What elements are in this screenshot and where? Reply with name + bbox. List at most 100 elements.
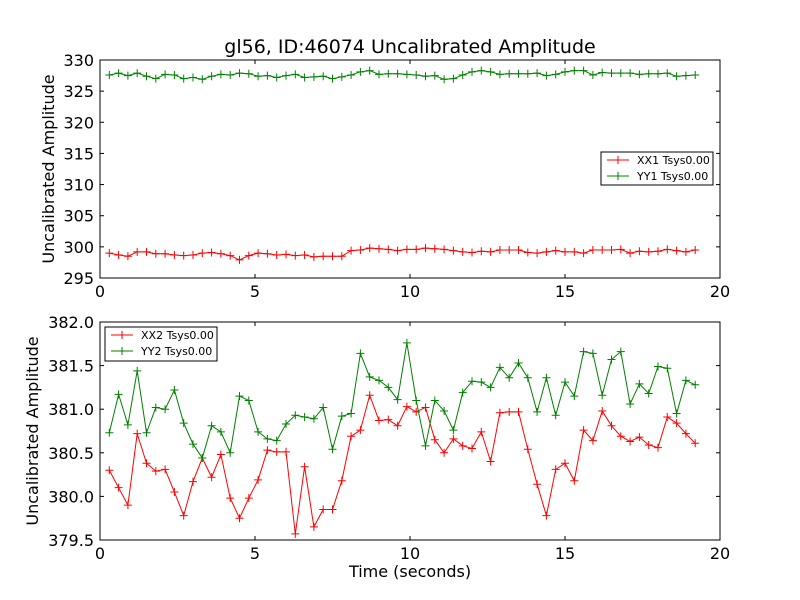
top-data-point [579, 249, 588, 258]
bottom-data-point [375, 416, 383, 425]
bottom-ytick-label: 382.0 [48, 313, 94, 332]
bottom-data-point [663, 364, 672, 373]
top-legend-swatch [607, 156, 629, 164]
top-data-point [114, 69, 123, 78]
bottom-data-point [207, 421, 216, 430]
top-data-point [189, 73, 197, 82]
bottom-data-point [458, 388, 467, 397]
top-data-point [477, 247, 486, 256]
top-data-point [235, 255, 244, 264]
top-data-point [551, 246, 560, 255]
top-data-point [635, 247, 644, 256]
bottom-data-point [161, 465, 170, 474]
bottom-data-point [644, 440, 653, 449]
top-data-point [495, 70, 504, 79]
bottom-data-point [579, 426, 588, 435]
top-data-point [282, 71, 290, 80]
top-data-point [123, 71, 132, 80]
top-data-point [142, 72, 151, 81]
top-data-point [644, 69, 653, 78]
top-data-point [691, 70, 700, 79]
bottom-data-point [681, 376, 690, 385]
top-data-point [440, 245, 449, 254]
bottom-legend-swatch-marker [118, 347, 126, 355]
top-data-point [328, 74, 337, 83]
top-data-point [133, 247, 142, 256]
top-data-point [663, 245, 672, 254]
bottom-data-point [384, 415, 393, 424]
top-legend-label: XX1 Tsys0.00 [637, 154, 710, 167]
bottom-data-point [598, 391, 607, 400]
top-data-point [654, 69, 662, 78]
bottom-ytick-label: 380.5 [48, 444, 94, 463]
bottom-legend-swatch-marker [118, 331, 126, 339]
bottom-data-point [244, 494, 253, 503]
top-data-point [681, 247, 690, 256]
bottom-axes: 0 5 10 15 20 379.5 380.0 380.5 381.0 381.5 382.0 Un… [23, 313, 730, 581]
bottom-data-point [216, 427, 225, 436]
bottom-data-point [337, 412, 346, 421]
bottom-data-point [319, 403, 328, 412]
bottom-data-point [681, 429, 690, 438]
top-data-point [105, 249, 114, 258]
top-data-point [319, 72, 328, 81]
bottom-data-point [440, 448, 449, 457]
top-data-point [588, 70, 597, 79]
top-data-point [542, 71, 551, 80]
top-data-point [254, 72, 263, 81]
top-data-point [105, 70, 114, 79]
top-data-point [421, 72, 430, 81]
bottom-data-point [226, 494, 235, 503]
bottom-data-point [523, 445, 532, 454]
bottom-legend-box [104, 326, 218, 362]
bottom-data-point [375, 376, 383, 385]
bottom-data-point [626, 399, 635, 408]
top-data-point [393, 69, 402, 78]
top-data-point [505, 245, 514, 254]
bottom-data-point [309, 414, 318, 423]
bottom-data-point [170, 488, 179, 497]
top-data-point [458, 70, 467, 79]
bottom-data-point [477, 378, 486, 387]
bottom-data-point [654, 443, 662, 452]
top-data-point [468, 248, 476, 257]
bottom-data-point [458, 441, 467, 450]
top-data-point [616, 245, 625, 254]
bottom-data-point [616, 347, 625, 356]
top-ytick-label: 295 [63, 269, 94, 288]
bottom-data-point [579, 347, 588, 356]
top-data-point [672, 246, 681, 255]
bottom-data-point [282, 447, 290, 456]
top-data-point [170, 70, 179, 79]
bottom-data-point [514, 358, 523, 367]
top-data-point [514, 245, 523, 254]
bottom-data-point [542, 511, 551, 520]
top-data-point [375, 244, 383, 253]
top-data-point [449, 246, 458, 255]
top-data-point [272, 250, 281, 259]
top-data-point [226, 251, 235, 260]
top-series-line [109, 247, 696, 261]
bottom-data-point [607, 421, 616, 430]
bottom-data-point [161, 405, 170, 414]
top-data-point [458, 247, 467, 256]
bottom-data-point [551, 411, 560, 420]
bottom-xtick-label: 15 [555, 544, 575, 563]
top-ytick-label: 310 [63, 176, 94, 195]
top-data-point [123, 252, 132, 261]
bottom-data-point [468, 444, 476, 453]
bottom-data-point [588, 436, 597, 445]
bottom-data-point [486, 383, 495, 392]
bottom-series-line [108, 342, 696, 460]
bottom-data-point [421, 441, 430, 450]
top-data-point [235, 69, 244, 78]
bottom-data-point [123, 420, 132, 429]
bottom-data-point [272, 447, 281, 456]
top-ytick-label: 315 [63, 144, 94, 163]
top-xtick-label: 10 [400, 282, 420, 301]
top-legend-swatch [607, 172, 629, 180]
top-data-point [151, 249, 160, 258]
bottom-data-point [105, 466, 114, 475]
top-data-point [486, 67, 495, 76]
bottom-data-point [635, 379, 644, 388]
